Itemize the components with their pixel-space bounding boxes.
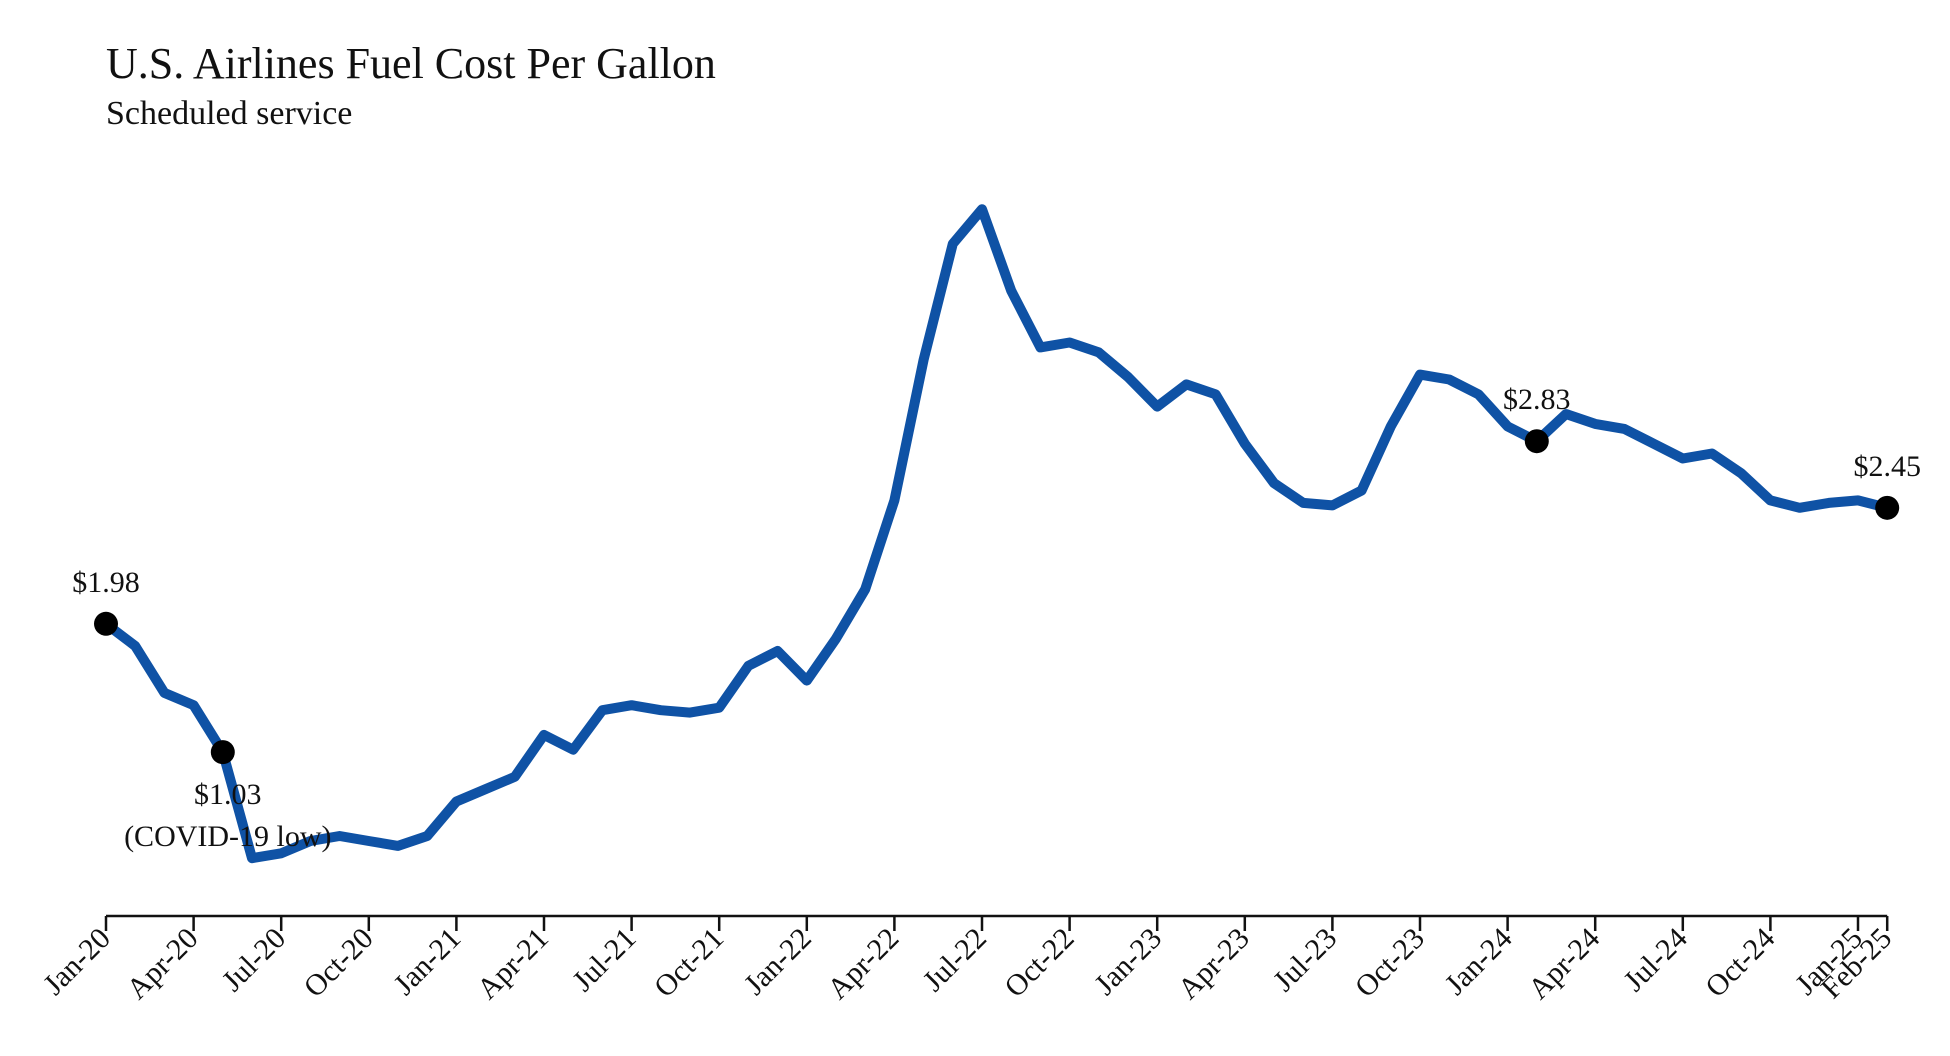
x-tick-label: Oct-21	[648, 922, 730, 1004]
annotation-label: $2.45	[1853, 450, 1921, 483]
x-tick-label: Apr-24	[1522, 922, 1606, 1006]
chart-title: U.S. Airlines Fuel Cost Per Gallon	[106, 39, 716, 88]
x-tick-label: Jan-22	[738, 922, 818, 1002]
annotation-marker	[210, 740, 235, 765]
x-tick-label: Oct-22	[998, 922, 1080, 1004]
x-tick-label: Jul-20	[216, 922, 292, 998]
fuel-cost-series-line	[101, 204, 1893, 864]
annotation-label: $1.98	[72, 566, 140, 599]
annotation-label: $2.83	[1503, 383, 1571, 416]
annotation-marker	[1524, 429, 1549, 454]
x-tick-label: Apr-22	[821, 922, 905, 1006]
x-tick-label: Apr-21	[471, 922, 555, 1006]
x-tick-label: Jul-21	[566, 922, 642, 998]
annotation-marker	[1875, 495, 1900, 520]
x-tick-label: Jul-24	[1617, 922, 1693, 998]
annotation-layer: $1.98 $1.03 (COVID-19 low) $2.83 $2.45	[72, 383, 1921, 853]
series-layer	[101, 204, 1893, 864]
annotation-label: $1.03	[194, 778, 262, 811]
x-tick-label: Apr-23	[1172, 922, 1256, 1006]
x-tick-label: Jan-23	[1088, 922, 1168, 1002]
x-tick-label: Apr-20	[120, 922, 204, 1006]
x-tick-label: Oct-20	[298, 922, 380, 1004]
x-tick-label: Oct-24	[1699, 922, 1781, 1004]
x-axis: Jan-20 Apr-20 Jul-20 Oct-20 Jan-21 Apr-21 Jul-…	[37, 914, 1898, 1006]
x-tick-label: Jan-20	[37, 922, 117, 1002]
x-tick-label: Jan-24	[1439, 922, 1519, 1002]
x-tick-label: Jan-21	[387, 922, 467, 1002]
x-tick-label: Oct-23	[1349, 922, 1431, 1004]
x-tick-label: Jul-23	[1267, 922, 1343, 998]
annotation-marker	[94, 611, 118, 636]
chart-subtitle: Scheduled service	[106, 95, 353, 132]
annotation-sublabel: (COVID-19 low)	[124, 820, 331, 853]
x-tick-label: Jul-22	[917, 922, 993, 998]
